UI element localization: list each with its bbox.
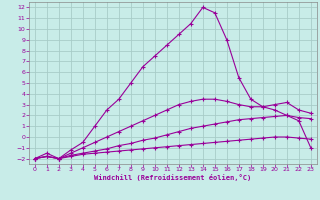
- X-axis label: Windchill (Refroidissement éolien,°C): Windchill (Refroidissement éolien,°C): [94, 174, 252, 181]
